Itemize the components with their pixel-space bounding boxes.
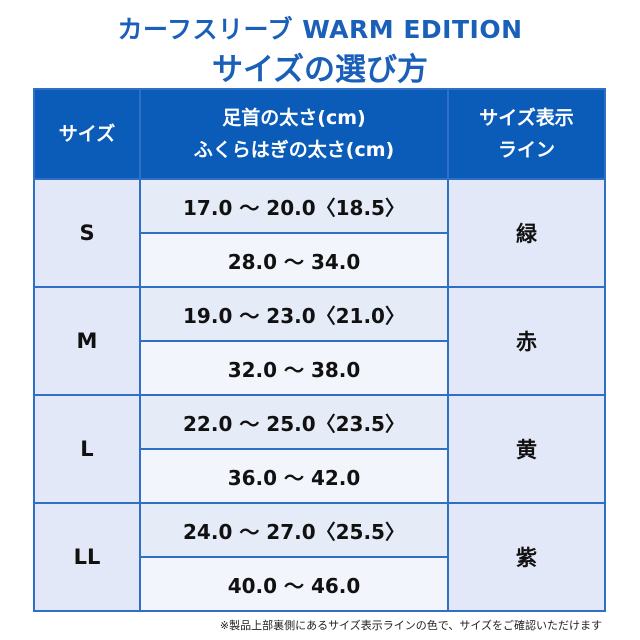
- size-cell: S: [33, 178, 141, 288]
- header-size: サイズ: [33, 88, 141, 180]
- size-cell: L: [33, 394, 141, 504]
- line-color-cell: 緑: [447, 178, 606, 288]
- product-title: カーフスリーブ WARM EDITION: [117, 15, 523, 44]
- header-line-1: サイズ表示: [479, 107, 574, 129]
- header-line-2: ライン: [497, 139, 555, 161]
- size-cell: M: [33, 286, 141, 396]
- calf-cell: 40.0 〜 46.0: [139, 556, 449, 612]
- header-calf: ふくらはぎの太さ(cm): [193, 139, 395, 161]
- table-row: 40.0 〜 46.0: [34, 556, 605, 612]
- ankle-cell: 19.0 〜 23.0〈21.0〉: [139, 286, 449, 342]
- table-row: M 19.0 〜 23.0〈21.0〉 赤: [33, 286, 606, 396]
- size-cell: LL: [33, 502, 141, 612]
- page-title: サイズの選び方: [211, 52, 429, 88]
- table-row: S 17.0 〜 20.0〈18.5〉 緑: [33, 178, 606, 288]
- table-row: L 22.0 〜 25.0〈23.5〉 黄: [33, 394, 606, 504]
- header-measure: 足首の太さ(cm) ふくらはぎの太さ(cm): [139, 88, 449, 180]
- table-row: 28.0 〜 34.0: [34, 232, 605, 288]
- ankle-cell: 24.0 〜 27.0〈25.5〉: [139, 502, 449, 558]
- line-color-cell: 紫: [447, 502, 606, 612]
- header-line: サイズ表示 ライン: [447, 88, 606, 180]
- calf-cell: 36.0 〜 42.0: [139, 448, 449, 504]
- header-ankle: 足首の太さ(cm): [222, 107, 366, 129]
- size-table: サイズ 足首の太さ(cm) ふくらはぎの太さ(cm) サイズ表示ライン S 17.…: [33, 88, 606, 612]
- footnote: ※製品上部裏側にあるサイズ表示ラインの色で、サイズをご確認いただけます: [219, 619, 602, 632]
- table-header: サイズ 足首の太さ(cm) ふくらはぎの太さ(cm) サイズ表示ライン: [33, 88, 606, 180]
- calf-cell: 28.0 〜 34.0: [139, 232, 449, 288]
- line-color-cell: 赤: [447, 286, 606, 396]
- table-row: 32.0 〜 38.0: [34, 340, 605, 396]
- table-row: LL 24.0 〜 27.0〈25.5〉 紫: [33, 502, 606, 612]
- calf-cell: 32.0 〜 38.0: [139, 340, 449, 396]
- line-color-cell: 黄: [447, 394, 606, 504]
- ankle-cell: 17.0 〜 20.0〈18.5〉: [139, 178, 449, 234]
- ankle-cell: 22.0 〜 25.0〈23.5〉: [139, 394, 449, 450]
- table-row: 36.0 〜 42.0: [34, 448, 605, 504]
